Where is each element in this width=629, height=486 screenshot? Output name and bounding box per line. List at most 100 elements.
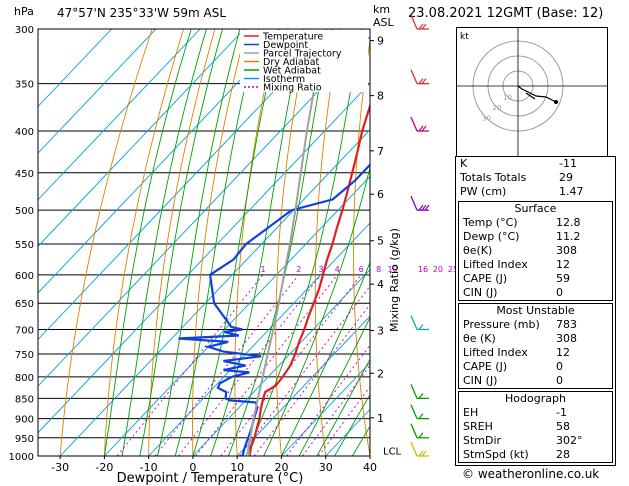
x-tick-label: 40 [363, 461, 377, 474]
km-tick-label: 7 [377, 145, 384, 158]
mixing-ratio-label: 1 [260, 265, 265, 274]
surface-value: 308 [556, 244, 577, 257]
surface-label: Lifted Index [463, 258, 528, 271]
hodograph-unit: kt [460, 32, 469, 42]
legend-entry: Wet Adiabat [263, 66, 321, 77]
most-unstable-box: Most Unstable Pressure (mb) 783 θe (K) 308 L… [458, 303, 613, 389]
wind-barb-flag [418, 413, 424, 420]
surface-label: CAPE (J) [463, 272, 508, 285]
mixing-ratio-line-6 [220, 274, 362, 456]
wind-barb-staff [410, 441, 418, 457]
mixing-ratio-line-1 [116, 274, 264, 456]
pressure-tick-label: 950 [15, 434, 34, 445]
km-tick-label: 5 [377, 235, 384, 248]
dry-adiabat [353, 37, 370, 456]
wet-adiabat [139, 29, 224, 456]
pressure-tick-label: 400 [15, 127, 34, 138]
wind-barb-flag [418, 324, 424, 330]
surface-value: 12.8 [556, 216, 581, 229]
index-value: -11 [559, 157, 577, 170]
surface-value: 59 [556, 272, 570, 285]
pressure-tick-label: 300 [15, 25, 34, 36]
mixing-ratio-label: 10 [387, 265, 397, 274]
legend-entry: Parcel Trajectory [263, 49, 342, 60]
skew-t-diagram: 1234681016202530035040045050055060065070… [9, 14, 455, 486]
most-unstable-value: 12 [556, 346, 570, 359]
km-tick-label: 3 [377, 325, 384, 338]
wind-barb-flag [421, 78, 427, 85]
index-label: K [460, 157, 468, 170]
isotherm-0 [192, 268, 370, 456]
isotherm-10 [236, 315, 370, 456]
most-unstable-label: CAPE (J) [463, 360, 508, 373]
mixing-ratio-axis-title: Mixing Ratio (g/kg) [388, 228, 401, 332]
hodograph-param-label: StmSpd (kt) [463, 448, 529, 461]
wet-adiabat [192, 29, 281, 456]
surface-value: 12 [556, 258, 570, 271]
sounding-datetime: 23.08.2021 12GMT (Base: 12) [408, 6, 604, 21]
pressure-tick-label: 550 [15, 240, 34, 251]
mixing-ratio-label: 8 [376, 265, 381, 274]
wind-barb-flag [418, 204, 424, 211]
wind-barb-flag [418, 450, 424, 457]
wet-adiabat [157, 29, 241, 456]
hodograph-storm-point [554, 100, 558, 104]
most-unstable-value: 783 [556, 318, 577, 331]
most-unstable-row: CAPE (J) 0 [459, 360, 612, 374]
pressure-tick-label: 850 [15, 394, 34, 405]
mixing-ratio-line-3 [178, 274, 322, 456]
hodograph-frame [456, 27, 608, 159]
station-location: 47°57'N 235°33'W 59m ASL [57, 6, 227, 20]
surface-label: Dewp (°C) [463, 230, 520, 243]
surface-label: Temp (°C) [463, 216, 518, 229]
pressure-tick-label: 750 [15, 350, 34, 361]
mixing-ratio-label: 25 [448, 265, 455, 274]
wind-barb-staff [410, 14, 418, 30]
most-unstable-row: Lifted Index 12 [459, 346, 612, 360]
most-unstable-title: Most Unstable [496, 304, 575, 317]
km-tick-label: 8 [377, 90, 384, 103]
most-unstable-value: 0 [556, 374, 563, 387]
indices-table: K -11 Totals Totals 29 PW (cm) 1.47 [456, 157, 615, 199]
index-label: Totals Totals [460, 171, 527, 184]
wind-barb-flag [418, 23, 424, 30]
mixing-ratio-line-2 [154, 274, 300, 456]
hodograph-ring-label: 10 [503, 94, 512, 102]
wet-adiabat [103, 29, 192, 456]
hodograph-ring-label: 20 [493, 104, 502, 112]
legend-entry: Dry Adiabat [263, 57, 320, 68]
wind-barb-staff [410, 195, 418, 211]
series-temperature [248, 102, 370, 456]
most-unstable-label: Pressure (mb) [463, 318, 540, 331]
hodograph-trace [517, 85, 557, 103]
km-tick-label: 9 [377, 35, 384, 48]
most-unstable-value: 308 [556, 332, 577, 345]
pressure-tick-label: 350 [15, 80, 34, 91]
pressure-tick-label: 450 [15, 169, 34, 180]
legend-bg [240, 30, 368, 92]
pressure-tick-label: 1000 [9, 452, 34, 463]
hodograph-param-row: StmSpd (kt) 28 [459, 448, 612, 462]
pressure-tick-label: 500 [15, 206, 34, 217]
dry-adiabat [59, 29, 153, 456]
isotherm--100 [38, 29, 157, 154]
wet-adiabat [351, 425, 370, 456]
most-unstable-label: Lifted Index [463, 346, 528, 359]
wind-barb-flag [421, 204, 427, 211]
index-value: 1.47 [559, 185, 584, 198]
hodograph-params-box: Hodograph EH -1 SREH 58 StmDir 302° StmSpd (kt… [458, 391, 613, 463]
surface-label: θe(K) [463, 244, 493, 257]
hodograph-ring-label: 30 [482, 115, 491, 123]
wind-barb-flag [418, 125, 424, 132]
hodograph-param-row: StmDir 302° [459, 434, 612, 448]
x-tick-label: 20 [274, 461, 288, 474]
wet-adiabat [245, 29, 363, 456]
index-row: Totals Totals 29 [456, 171, 615, 185]
wind-barb-staff [410, 423, 418, 439]
most-unstable-row: CIN (J) 0 [459, 374, 612, 388]
mixing-ratio-label: 4 [335, 265, 340, 274]
dry-adiabat [103, 29, 185, 456]
lcl-label: LCL [383, 447, 402, 458]
surface-value: 11.2 [556, 230, 581, 243]
